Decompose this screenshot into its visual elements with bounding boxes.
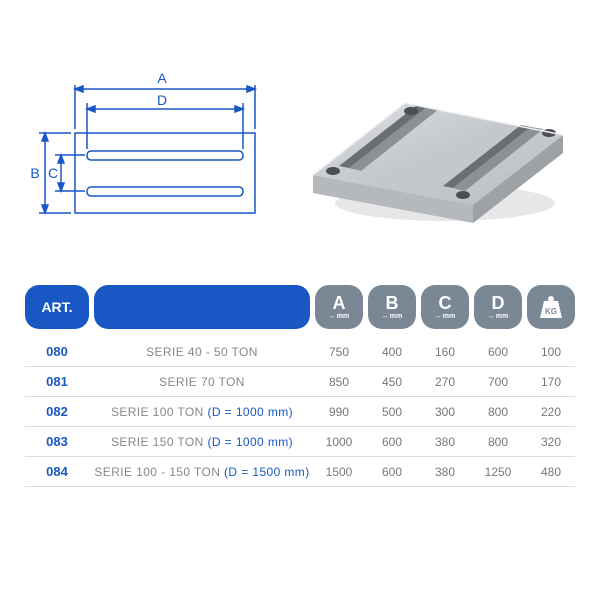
- table-row: 083 SERIE 150 TON (D = 1000 mm) 1000 600 380…: [25, 427, 575, 457]
- cell-b: 600: [368, 435, 416, 449]
- table-row: 080 SERIE 40 - 50 TON 750 400 160 600 100: [25, 337, 575, 367]
- table-row: 084 SERIE 100 - 150 TON (D = 1500 mm) 1500…: [25, 457, 575, 487]
- cell-a: 750: [315, 345, 363, 359]
- header-col-a: A ↔mm: [315, 285, 363, 329]
- svg-text:A: A: [157, 70, 167, 86]
- cell-desc: SERIE 70 TON: [94, 375, 310, 389]
- cell-art: 080: [25, 344, 89, 359]
- weight-icon: KG: [537, 294, 565, 320]
- svg-text:C: C: [48, 165, 58, 181]
- svg-text:B: B: [30, 165, 39, 181]
- cell-desc: SERIE 100 - 150 TON (D = 1500 mm): [94, 465, 310, 479]
- cell-b: 400: [368, 345, 416, 359]
- cell-kg: 100: [527, 345, 575, 359]
- svg-text:KG: KG: [545, 307, 557, 316]
- header-col-d: D ↔mm: [474, 285, 522, 329]
- cell-desc: SERIE 100 TON (D = 1000 mm): [94, 405, 310, 419]
- header-col-b: B ↔mm: [368, 285, 416, 329]
- cell-kg: 170: [527, 375, 575, 389]
- cell-kg: 220: [527, 405, 575, 419]
- table-row: 081 SERIE 70 TON 850 450 270 700 170: [25, 367, 575, 397]
- cell-d: 600: [474, 345, 522, 359]
- header-art: ART.: [25, 285, 89, 329]
- cell-a: 1500: [315, 465, 363, 479]
- cell-b: 500: [368, 405, 416, 419]
- dimension-diagram: A D B C: [25, 53, 285, 238]
- cell-art: 082: [25, 404, 89, 419]
- cell-d: 800: [474, 435, 522, 449]
- table-row: 082 SERIE 100 TON (D = 1000 mm) 990 500 300 8…: [25, 397, 575, 427]
- cell-c: 160: [421, 345, 469, 359]
- cell-c: 380: [421, 465, 469, 479]
- product-photo: [295, 53, 575, 238]
- cell-d: 800: [474, 405, 522, 419]
- top-section: A D B C: [25, 30, 575, 260]
- table-header: ART. A ↔mm B ↔mm C ↔mm D ↔mm KG: [25, 285, 575, 329]
- cell-desc: SERIE 150 TON (D = 1000 mm): [94, 435, 310, 449]
- cell-art: 084: [25, 464, 89, 479]
- cell-d: 1250: [474, 465, 522, 479]
- header-col-c: C ↔mm: [421, 285, 469, 329]
- cell-desc: SERIE 40 - 50 TON: [94, 345, 310, 359]
- cell-c: 380: [421, 435, 469, 449]
- cell-d: 700: [474, 375, 522, 389]
- cell-a: 850: [315, 375, 363, 389]
- specs-table: ART. A ↔mm B ↔mm C ↔mm D ↔mm KG 080 SERIE…: [25, 285, 575, 487]
- cell-kg: 320: [527, 435, 575, 449]
- svg-text:D: D: [157, 92, 167, 108]
- cell-a: 990: [315, 405, 363, 419]
- cell-b: 450: [368, 375, 416, 389]
- cell-art: 081: [25, 374, 89, 389]
- header-desc: [94, 285, 310, 329]
- cell-b: 600: [368, 465, 416, 479]
- cell-c: 300: [421, 405, 469, 419]
- header-col-kg: KG: [527, 285, 575, 329]
- table-body: 080 SERIE 40 - 50 TON 750 400 160 600 100 081 SE…: [25, 337, 575, 487]
- cell-c: 270: [421, 375, 469, 389]
- cell-art: 083: [25, 434, 89, 449]
- cell-a: 1000: [315, 435, 363, 449]
- cell-kg: 480: [527, 465, 575, 479]
